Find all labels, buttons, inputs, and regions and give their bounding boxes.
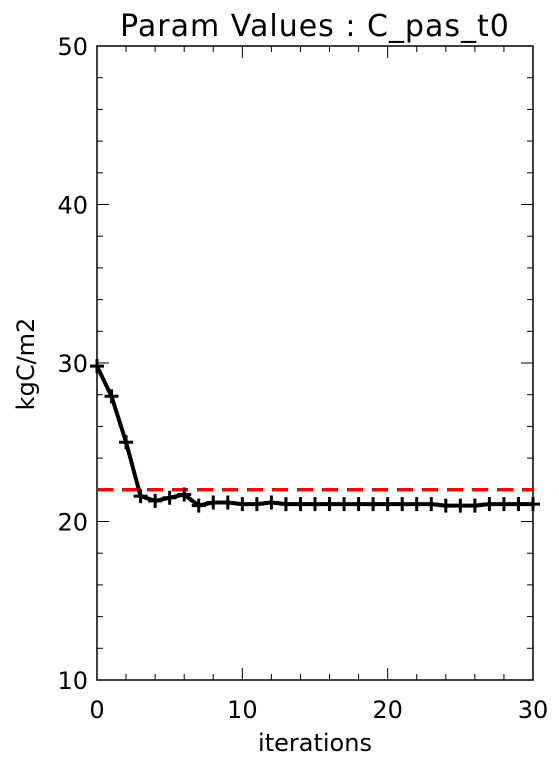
data-point-marker <box>148 493 163 508</box>
x-axis-label: iterations <box>258 729 372 757</box>
data-point-marker <box>511 497 526 512</box>
data-point-marker <box>395 497 410 512</box>
data-point-marker <box>308 497 322 512</box>
data-point-marker <box>496 497 511 512</box>
y-tick-label: 40 <box>57 192 88 220</box>
x-tick-label: 30 <box>518 696 549 724</box>
y-tick-label: 20 <box>57 509 88 537</box>
data-point-marker <box>133 489 148 504</box>
data-point-marker <box>526 497 540 512</box>
y-axis-label: kgC/m2 <box>12 318 40 411</box>
chart-title: Param Values : C_pas_t0 <box>120 9 510 44</box>
data-point-marker <box>278 497 293 512</box>
y-tick-label: 10 <box>57 667 88 695</box>
y-tick-label: 30 <box>57 350 88 378</box>
data-point-marker <box>264 495 279 510</box>
data-point-marker <box>235 497 250 512</box>
data-point-marker <box>409 497 424 512</box>
data-point-marker <box>366 497 381 512</box>
data-point-marker <box>337 497 352 512</box>
data-point-marker <box>162 490 177 505</box>
data-point-marker <box>424 497 439 512</box>
x-tick-label: 10 <box>227 696 258 724</box>
data-point-marker <box>293 497 308 512</box>
data-point-marker <box>453 498 468 513</box>
x-tick-label: 20 <box>372 696 403 724</box>
data-point-marker <box>438 498 453 513</box>
y-tick-label: 50 <box>57 33 88 61</box>
x-tick-label: 0 <box>89 696 104 724</box>
data-point-marker <box>119 435 134 450</box>
data-point-marker <box>104 389 119 404</box>
data-point-marker <box>90 359 104 374</box>
data-point-marker <box>220 495 235 510</box>
data-point-marker <box>380 497 395 512</box>
data-point-marker <box>249 497 264 512</box>
data-point-marker <box>467 498 482 513</box>
data-point-marker <box>191 498 206 513</box>
plot-frame <box>96 45 534 681</box>
data-point-marker <box>206 495 221 510</box>
series-line <box>95 365 533 508</box>
data-point-marker <box>322 497 337 512</box>
data-point-marker <box>177 487 192 502</box>
data-point-marker <box>351 497 366 512</box>
data-point-marker <box>482 497 497 512</box>
